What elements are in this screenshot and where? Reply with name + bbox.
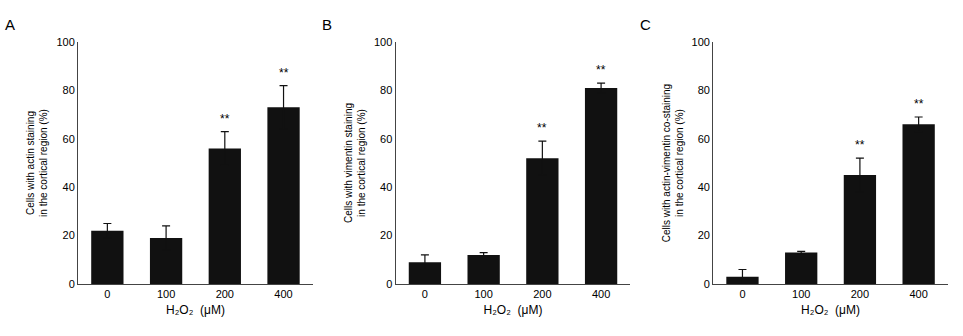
svg-text:60: 60: [63, 133, 75, 145]
svg-text:60: 60: [380, 133, 392, 145]
svg-text:40: 40: [698, 181, 710, 193]
svg-text:B: B: [322, 16, 332, 33]
svg-text:**: **: [914, 97, 924, 111]
svg-text:0: 0: [422, 288, 428, 300]
svg-text:**: **: [220, 112, 230, 126]
svg-text:100: 100: [474, 288, 492, 300]
svg-text:100: 100: [157, 288, 175, 300]
svg-text:A: A: [5, 16, 15, 33]
svg-text:200: 200: [851, 288, 869, 300]
svg-text:H₂O₂ (μM): H₂O₂ (μM): [484, 303, 543, 317]
svg-text:20: 20: [698, 229, 710, 241]
svg-text:40: 40: [380, 181, 392, 193]
svg-text:**: **: [537, 121, 547, 135]
svg-text:100: 100: [692, 36, 710, 48]
svg-text:Cells with actin-vimentin co-s: Cells with actin-vimentin co-stainingin …: [661, 84, 685, 242]
svg-text:200: 200: [533, 288, 551, 300]
svg-text:400: 400: [909, 288, 927, 300]
svg-text:60: 60: [698, 133, 710, 145]
svg-text:Cells with vimentin stainingin: Cells with vimentin stainingin the corti…: [343, 103, 367, 223]
svg-text:400: 400: [592, 288, 610, 300]
svg-text:80: 80: [698, 84, 710, 96]
svg-text:**: **: [855, 138, 865, 152]
svg-text:100: 100: [56, 36, 74, 48]
svg-text:40: 40: [63, 181, 75, 193]
svg-text:H₂O₂ (μM): H₂O₂ (μM): [801, 303, 860, 317]
svg-text:100: 100: [374, 36, 392, 48]
svg-text:C: C: [640, 16, 651, 33]
svg-text:**: **: [596, 63, 606, 77]
svg-text:80: 80: [380, 84, 392, 96]
svg-text:20: 20: [63, 229, 75, 241]
svg-text:**: **: [279, 66, 289, 80]
svg-text:Cells with actin stainingin th: Cells with actin stainingin the cortical…: [25, 109, 49, 217]
svg-text:400: 400: [274, 288, 292, 300]
svg-text:80: 80: [63, 84, 75, 96]
svg-text:0: 0: [386, 278, 392, 290]
svg-text:H₂O₂ (μM): H₂O₂ (μM): [166, 303, 225, 317]
svg-text:0: 0: [739, 288, 745, 300]
svg-text:0: 0: [704, 278, 710, 290]
svg-text:0: 0: [104, 288, 110, 300]
svg-text:200: 200: [216, 288, 234, 300]
svg-text:20: 20: [380, 229, 392, 241]
svg-text:0: 0: [69, 278, 75, 290]
svg-text:100: 100: [792, 288, 810, 300]
